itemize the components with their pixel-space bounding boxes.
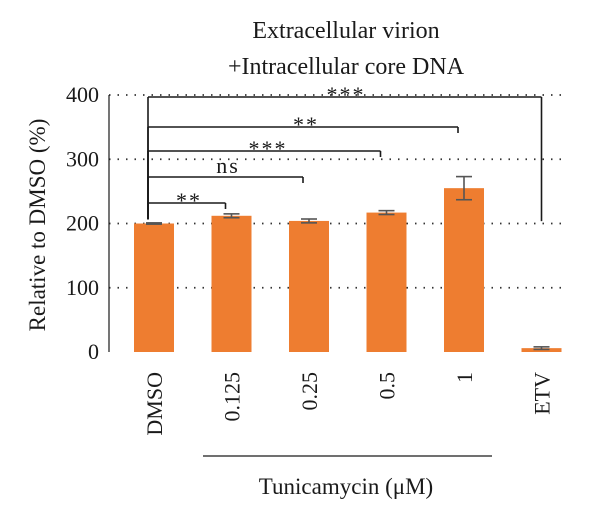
- y-tick-label: 0: [88, 339, 99, 364]
- error-bar: [533, 346, 550, 351]
- bar-0-5: [366, 212, 407, 352]
- significance-label: ns: [216, 153, 240, 178]
- x-tick-labels: DMSO 0.125 0.25 0.5 1 ETV: [142, 372, 555, 436]
- significance-label: ***: [249, 136, 288, 161]
- y-tick-labels: 0 100 200 300 400: [66, 82, 99, 364]
- error-bar: [301, 218, 317, 224]
- x-tick-label: 0.125: [220, 372, 245, 422]
- significance-label: ***: [327, 82, 366, 107]
- error-bar: [223, 213, 240, 219]
- error-bar: [378, 209, 395, 216]
- significance-brackets: **ns********: [147, 82, 543, 222]
- error-bar: [456, 175, 472, 201]
- bar-0-25: [289, 220, 329, 352]
- bar-0-125: [211, 215, 252, 352]
- gridlines: [109, 94, 568, 289]
- error-bar: [146, 222, 162, 225]
- x-tick-label: ETV: [530, 372, 555, 415]
- significance-label: **: [293, 112, 319, 137]
- y-tick-label: 400: [66, 82, 99, 107]
- x-tick-label: 1: [452, 372, 477, 383]
- significance-bracket: [147, 96, 543, 222]
- bar-1: [444, 188, 484, 352]
- chart-title-line-1: Extracellular virion: [252, 18, 439, 44]
- bars: [134, 188, 562, 352]
- y-tick-label: 300: [66, 146, 99, 171]
- chart-title-line-2: +Intracellular core DNA: [228, 54, 465, 80]
- y-axis-label: Relative to DMSO (%): [25, 119, 50, 332]
- x-tick-label: 0.25: [297, 372, 322, 411]
- error-bars: [146, 175, 550, 351]
- x-tick-label: DMSO: [142, 372, 167, 436]
- y-tick-label: 100: [66, 275, 99, 300]
- bar-dmso: [134, 223, 174, 352]
- significance-label: **: [176, 188, 202, 213]
- y-tick-label: 200: [66, 211, 99, 236]
- x-axis-label: Tunicamycin (μM): [259, 474, 433, 499]
- x-tick-label: 0.5: [375, 372, 400, 400]
